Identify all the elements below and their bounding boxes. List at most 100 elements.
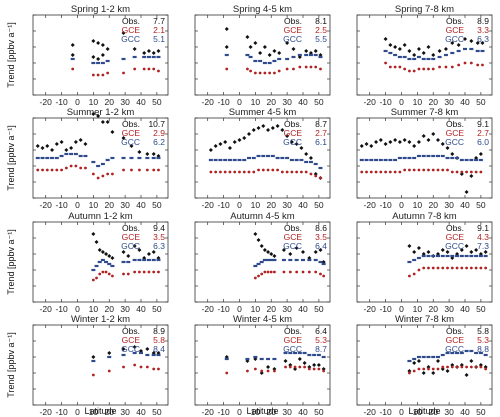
obs-point — [393, 45, 398, 49]
gcc-point — [156, 55, 161, 59]
gcc-point — [208, 158, 213, 162]
gcc-point — [431, 57, 436, 61]
x-tick-label: -10 — [217, 304, 230, 314]
gcc-point — [289, 158, 294, 162]
gce-point — [45, 168, 49, 172]
legend-value-obs: 8.7 — [315, 119, 327, 129]
gce-point — [157, 168, 160, 172]
gce-point — [152, 168, 156, 172]
gcc-point — [91, 160, 96, 164]
gcc-point — [110, 264, 115, 268]
obs-point — [121, 347, 126, 351]
x-tick-label: 50 — [152, 304, 162, 314]
gce-point — [314, 270, 318, 274]
gcc-point — [288, 258, 293, 262]
gce-point — [111, 172, 114, 176]
gcc-point — [237, 158, 242, 162]
obs-point — [474, 248, 479, 252]
obs-point — [256, 126, 261, 130]
gcc-point — [308, 53, 313, 57]
gcc-point — [293, 351, 298, 355]
gce-point — [228, 170, 232, 174]
gcc-point — [105, 59, 110, 63]
obs-point — [445, 146, 450, 150]
legend-value-obs: 9.1 — [477, 223, 489, 233]
gce-point — [258, 71, 262, 75]
gce-point — [446, 266, 449, 270]
legend-value-gcc: 6.1 — [315, 137, 327, 147]
gcc-point — [267, 61, 272, 65]
obs-point — [416, 359, 421, 363]
obs-point — [431, 132, 436, 136]
gce-point — [96, 176, 100, 180]
obs-point — [248, 45, 253, 49]
gce-point — [252, 170, 256, 174]
obs-point — [259, 371, 264, 375]
obs-point — [251, 128, 256, 132]
gcc-point — [223, 158, 228, 162]
gce-point — [98, 272, 102, 276]
gce-point — [107, 369, 111, 373]
gcc-point — [100, 258, 105, 262]
obs-point — [224, 45, 229, 49]
x-tick-label: 30 — [282, 97, 292, 107]
gce-point — [441, 365, 445, 369]
legend-value-gce: 2.5 — [315, 25, 327, 35]
legend-value-obs: 10.7 — [148, 119, 165, 129]
obs-point — [96, 57, 101, 61]
gcc-point — [258, 59, 263, 63]
panel-title: Winter 1-2 km — [71, 314, 130, 325]
obs-point — [91, 232, 96, 236]
legend-value-gce: 2.9 — [153, 128, 165, 138]
gcc-point — [156, 258, 161, 262]
gcc-point — [256, 154, 261, 158]
gcc-point — [440, 353, 445, 357]
obs-point — [316, 363, 321, 367]
obs-point — [443, 47, 448, 51]
gce-point — [479, 365, 483, 369]
legend-name-gce: GCE — [446, 128, 465, 138]
obs-point — [262, 45, 267, 49]
gce-point — [64, 166, 68, 170]
gcc-point — [96, 61, 101, 65]
obs-point — [469, 359, 474, 363]
gcc-point — [459, 158, 464, 162]
gce-point — [436, 168, 440, 172]
gcc-point — [369, 158, 374, 162]
gcc-point — [137, 156, 142, 160]
gce-point — [147, 67, 151, 71]
gcc-point — [478, 351, 483, 355]
gce-point — [455, 170, 459, 174]
obs-point — [301, 250, 305, 254]
legend-value-obs: 8.9 — [477, 16, 489, 26]
panel-title: Autumn 4-5 km — [230, 211, 294, 222]
obs-point — [237, 138, 242, 142]
gce-point — [431, 67, 435, 71]
gcc-point — [262, 258, 267, 262]
gcc-point — [45, 156, 50, 160]
obs-point — [397, 47, 402, 51]
gce-point — [388, 65, 392, 69]
obs-point — [259, 244, 264, 248]
obs-point — [407, 140, 412, 144]
gcc-point — [364, 158, 369, 162]
gcc-point — [393, 158, 398, 162]
gce-point — [412, 69, 416, 73]
gce-point — [476, 63, 480, 67]
obs-point — [285, 41, 290, 45]
obs-point — [100, 120, 105, 124]
legend-name-gcc: GCC — [121, 34, 140, 44]
obs-point — [359, 144, 364, 148]
obs-point — [437, 49, 442, 53]
gcc-point — [297, 351, 302, 355]
legend-name-gcc: GCC — [283, 137, 302, 147]
obs-point — [104, 252, 109, 256]
gcc-point — [242, 158, 247, 162]
obs-point — [213, 144, 218, 148]
obs-point — [142, 51, 147, 55]
gce-point — [233, 170, 237, 174]
x-tick-label: 40 — [460, 304, 470, 314]
legend-value-gcc: 5.5 — [315, 34, 327, 44]
x-tick-label: 20 — [105, 200, 115, 210]
x-tick-label: 40 — [298, 407, 308, 417]
